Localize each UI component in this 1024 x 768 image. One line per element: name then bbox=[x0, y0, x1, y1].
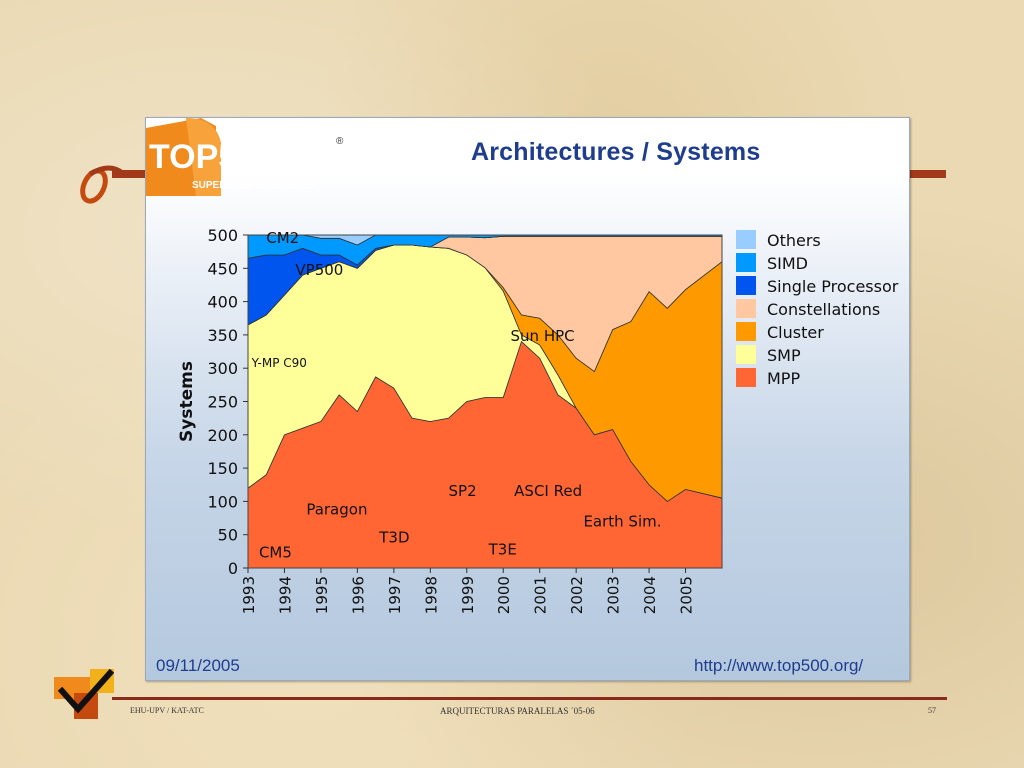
logo-subtitle: SUPERCOMPUTER SITES bbox=[192, 180, 316, 191]
annotation-label: CM2 bbox=[266, 229, 299, 247]
legend-swatch bbox=[736, 276, 756, 295]
legend-entry: SMP bbox=[767, 346, 801, 365]
y-tick-label: 400 bbox=[207, 293, 238, 312]
annotation-label: ASCI Red bbox=[514, 482, 582, 500]
stacked-area-chart: 0 50 100 150 200 250 300 350 400 450 500 1993 1994 19… bbox=[177, 226, 899, 614]
y-tick-label: 150 bbox=[207, 459, 238, 478]
logo-text-top: TOP500 bbox=[149, 138, 275, 176]
top500-logo: TOP500 ® SUPERCOMPUTER SITES bbox=[146, 118, 344, 196]
annotation-label: T3D bbox=[378, 529, 409, 547]
x-tick-label: 2002 bbox=[568, 576, 586, 614]
annotation-label: Paragon bbox=[306, 501, 367, 519]
legend-swatch bbox=[736, 230, 756, 249]
x-tick-label: 1995 bbox=[313, 576, 331, 614]
x-tick-label: 1993 bbox=[240, 576, 258, 614]
decor-line-left bbox=[112, 170, 148, 178]
y-tick-label: 250 bbox=[207, 393, 238, 412]
y-tick-label: 500 bbox=[207, 226, 238, 245]
x-tick-label: 2004 bbox=[641, 576, 659, 614]
decor-line-right bbox=[908, 170, 946, 178]
x-tick-label: 2005 bbox=[678, 576, 696, 614]
annotation-label: Sun HPC bbox=[511, 327, 575, 345]
annotation-label: T3E bbox=[488, 541, 517, 559]
y-tick-label: 100 bbox=[207, 492, 238, 511]
y-tick-label: 300 bbox=[207, 359, 238, 378]
slide-date: 09/11/2005 bbox=[156, 656, 240, 675]
annotation-label: VP500 bbox=[295, 261, 343, 279]
x-tick-label: 1999 bbox=[459, 576, 477, 614]
legend-swatch bbox=[736, 253, 756, 272]
slide-url[interactable]: http://www.top500.org/ bbox=[694, 656, 864, 675]
legend-swatch bbox=[736, 345, 756, 364]
legend-swatch bbox=[736, 368, 756, 387]
footer-left: EHU-UPV / KAT-ATC bbox=[130, 706, 204, 715]
x-tick-label: 1997 bbox=[386, 576, 404, 614]
annotation-label: SP2 bbox=[449, 482, 477, 500]
logo-registered: ® bbox=[336, 136, 344, 147]
legend-entry: Constellations bbox=[767, 300, 880, 319]
footer-page-number: 57 bbox=[928, 706, 936, 715]
legend-entry: SIMD bbox=[767, 254, 808, 273]
bottom-rule bbox=[112, 697, 947, 700]
legend-entry: MPP bbox=[767, 369, 800, 388]
y-tick-label: 450 bbox=[207, 259, 238, 278]
legend-entry: Cluster bbox=[767, 323, 824, 342]
legend-entry: Others bbox=[767, 231, 821, 250]
ring-icon bbox=[80, 165, 126, 204]
legend-swatch bbox=[736, 299, 756, 318]
y-tick-label: 0 bbox=[228, 559, 238, 578]
legend-swatch bbox=[736, 322, 756, 341]
x-tick-label: 2000 bbox=[495, 576, 513, 614]
x-tick-label: 2001 bbox=[532, 576, 550, 614]
annotation-label: CM5 bbox=[259, 543, 292, 561]
y-tick-label: 350 bbox=[207, 326, 238, 345]
footer-center: ARQUITECTURAS PARALELAS ´05-06 bbox=[440, 706, 595, 716]
x-tick-label: 1998 bbox=[422, 576, 440, 614]
x-tick-label: 2003 bbox=[605, 576, 623, 614]
slide-panel: TOP500 ® SUPERCOMPUTER SITES Architectur… bbox=[145, 117, 910, 681]
x-tick-label: 1994 bbox=[276, 576, 294, 614]
y-tick-label: 50 bbox=[218, 526, 238, 545]
checkmark-icon bbox=[54, 668, 115, 719]
annotation-label: Y-MP C90 bbox=[251, 356, 307, 370]
annotation-label: Earth Sim. bbox=[583, 513, 661, 531]
y-tick-label: 200 bbox=[207, 426, 238, 445]
slide-title: Architectures / Systems bbox=[471, 138, 761, 166]
x-tick-label: 1996 bbox=[349, 576, 367, 614]
y-axis-label: Systems bbox=[177, 361, 197, 442]
legend-entry: Single Processor bbox=[767, 277, 899, 296]
